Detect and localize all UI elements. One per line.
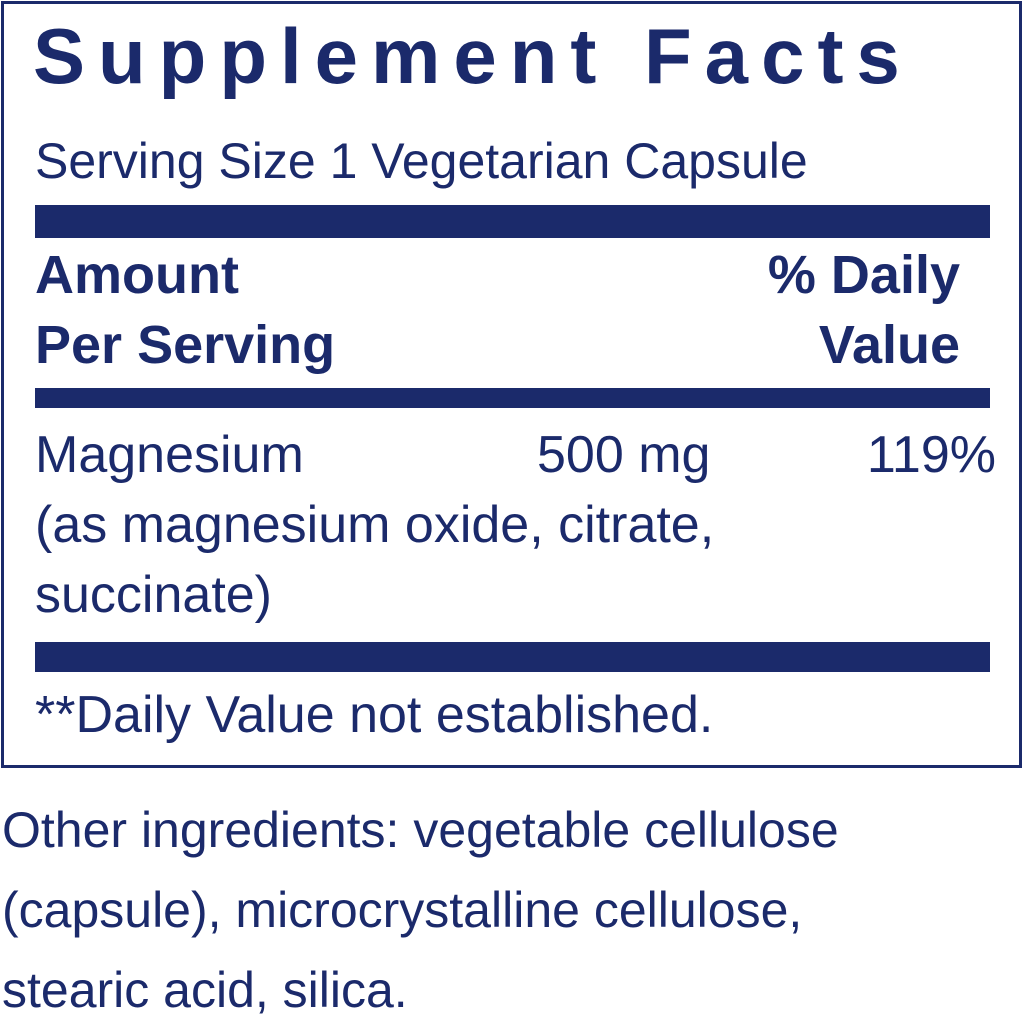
other-ingredients: (capsule), microcrystalline cellulose,: [2, 882, 803, 938]
nutrient-daily-value: 119%: [866, 426, 996, 484]
amount-header: Per Serving: [35, 315, 336, 375]
title: Supplement Facts: [33, 12, 913, 100]
divider-bar: [35, 205, 990, 238]
other-ingredients: Other ingredients: vegetable cellulose: [2, 802, 839, 858]
nutrient-amount: 500 mg: [537, 426, 711, 484]
daily-value-header: Value: [818, 315, 960, 375]
nutrient-detail: succinate): [35, 566, 272, 624]
divider-bar: [35, 388, 990, 408]
nutrient-detail: (as magnesium oxide, citrate,: [35, 496, 715, 554]
nutrient-name: Magnesium: [35, 426, 304, 484]
other-ingredients: stearic acid, silica.: [2, 962, 408, 1018]
footnote: **Daily Value not established.: [35, 686, 714, 744]
serving-size: Serving Size 1 Vegetarian Capsule: [35, 133, 808, 189]
amount-header: Amount: [35, 245, 239, 305]
divider-bar: [35, 642, 990, 672]
facts-panel: [1, 1, 1022, 768]
daily-value-header: % Daily: [767, 245, 960, 305]
